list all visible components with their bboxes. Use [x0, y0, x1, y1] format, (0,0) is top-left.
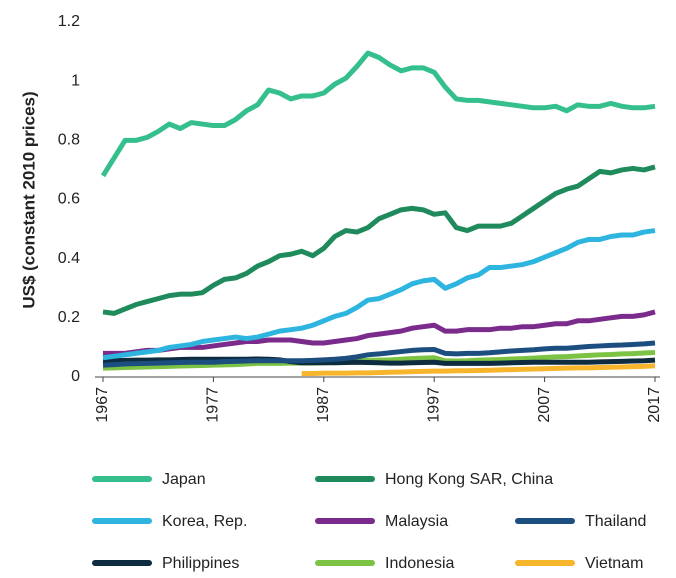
series-line: [103, 309, 656, 356]
y-tick-label: 1.2: [58, 13, 80, 30]
series-line: [100, 50, 656, 178]
x-tick-label: 1977: [205, 387, 222, 423]
legend-label: Thailand: [585, 513, 646, 530]
legend-label: Korea, Rep.: [162, 513, 247, 530]
x-tick-label: 2017: [646, 387, 663, 423]
series-line: [102, 340, 656, 368]
x-tick-label: 1987: [315, 387, 332, 423]
series-line: [102, 228, 656, 361]
legend-label: Vietnam: [585, 555, 643, 572]
series-line: [301, 363, 656, 376]
y-tick-label: 1: [71, 72, 80, 89]
x-tick-label: 2007: [536, 387, 553, 423]
y-tick-label: 0.8: [58, 132, 80, 149]
legend-label: Philippines: [162, 555, 239, 572]
series-line: [102, 349, 656, 371]
y-tick-label: 0.6: [58, 191, 80, 208]
legend-label: Malaysia: [385, 513, 448, 530]
y-tick-label: 0.2: [58, 309, 80, 326]
x-tick-label: 1997: [425, 387, 442, 423]
y-tick-label: 0.4: [58, 250, 80, 267]
legend-label: Indonesia: [385, 555, 454, 572]
series-line: [102, 164, 656, 316]
legend-label: Japan: [162, 471, 206, 488]
y-tick-label: 0: [71, 368, 80, 385]
y-axis-label: US$ (constant 2010 prices): [19, 91, 38, 308]
legend-label: Hong Kong SAR, China: [385, 471, 553, 488]
series-line: [103, 356, 656, 366]
x-tick-label: 1967: [94, 387, 111, 423]
